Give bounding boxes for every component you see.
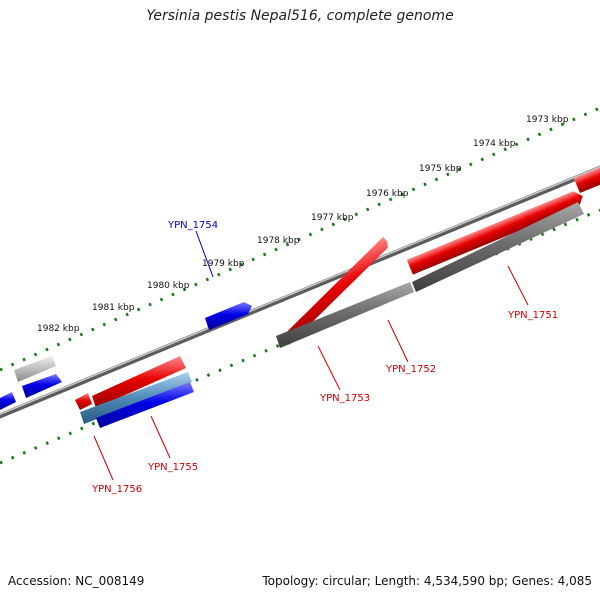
gene-labels: YPN_1751 YPN_1752 YPN_1753 YPN_1754 YPN_… <box>91 220 558 495</box>
gene-label-YPN_1753[interactable]: YPN_1753 <box>319 393 370 404</box>
gene-label-YPN_1756[interactable]: YPN_1756 <box>91 484 142 495</box>
leader-YPN_1753 <box>317 345 341 391</box>
gene-YPN_1756-arrow[interactable] <box>75 393 92 410</box>
callout-lines <box>93 230 529 481</box>
gene-YPN_1751[interactable] <box>406 189 586 275</box>
backbone <box>0 165 600 419</box>
gene-reverse-blue-left[interactable] <box>22 374 62 398</box>
gene-YPN_1752[interactable] <box>261 236 409 346</box>
leader-YPN_1751 <box>507 265 529 306</box>
gene-label-YPN_1751[interactable]: YPN_1751 <box>507 310 558 321</box>
map-title: Yersinia pestis Nepal516, complete genom… <box>146 8 454 24</box>
genome-summary-text: Topology: circular; Length: 4,534,590 bp… <box>262 574 592 588</box>
kbp-label-1982: 1982 kbp <box>37 324 80 334</box>
gene-YPN_1755[interactable] <box>92 356 186 408</box>
kbp-label-1973: 1973 kbp <box>526 115 569 125</box>
leader-YPN_1754 <box>195 230 214 278</box>
feature-steel-blue[interactable] <box>80 372 192 424</box>
accession-text: Accession: NC_008149 <box>8 574 145 588</box>
kbp-label-1978: 1978 kbp <box>257 236 300 246</box>
kbp-label-1975: 1975 kbp <box>419 164 462 174</box>
kbp-label-1977: 1977 kbp <box>311 213 354 223</box>
kbp-label-1980: 1980 kbp <box>147 281 190 291</box>
kbp-labels: 1973 kbp 1974 kbp 1975 kbp 1976 kbp 1977… <box>37 115 569 334</box>
leader-YPN_1756 <box>93 435 114 481</box>
feature-gray-2[interactable] <box>412 202 584 292</box>
kbp-label-1976: 1976 kbp <box>366 189 409 199</box>
gene-YPN_1754[interactable] <box>205 302 252 330</box>
gene-label-YPN_1752[interactable]: YPN_1752 <box>385 364 436 375</box>
gene-features <box>0 164 600 428</box>
outer-scale-ring <box>0 106 600 372</box>
kbp-label-1974: 1974 kbp <box>473 139 516 149</box>
feature-light-gray[interactable] <box>14 356 56 382</box>
feature-gray-1[interactable] <box>276 282 414 348</box>
gene-label-YPN_1754[interactable]: YPN_1754 <box>167 220 218 231</box>
leader-YPN_1755 <box>150 415 171 459</box>
kbp-label-1979: 1979 kbp <box>202 259 245 269</box>
gene-label-YPN_1755[interactable]: YPN_1755 <box>147 462 198 473</box>
gene-YPN_1750-partial[interactable] <box>573 164 600 193</box>
leader-YPN_1752 <box>387 319 409 363</box>
kbp-label-1981: 1981 kbp <box>92 303 135 313</box>
gene-reverse-blue-edge[interactable] <box>0 392 16 410</box>
gene-reverse-blue-long[interactable] <box>96 382 194 428</box>
